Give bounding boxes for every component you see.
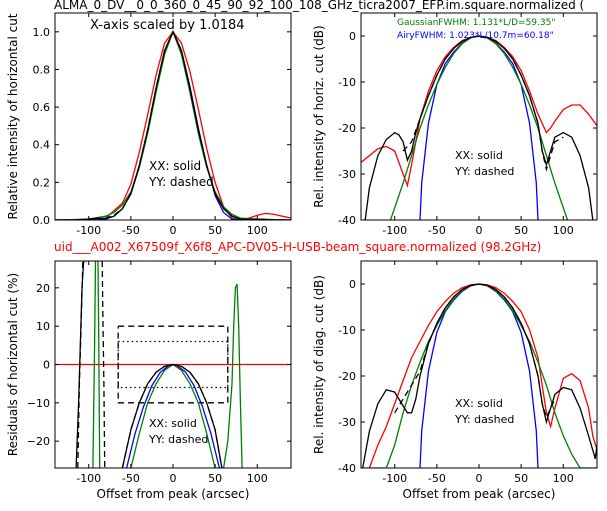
y-tick-label: -40 [338,214,356,227]
y-tick-label: 1.0 [33,26,51,39]
plot-frame [360,12,598,221]
series-line-green-solid [92,261,97,468]
series-line-black-dashed [101,261,106,468]
series-line-black-dashed [55,30,291,220]
series-line-green-solid [55,29,291,220]
figure-subtitle: uid___A002_X67509f_X6f8_APC-DV05-H-USB-b… [54,240,541,254]
y-tick-label: -30 [338,168,356,181]
legend-text: YY: dashed [454,413,514,426]
y-tick-label: 20 [36,282,50,295]
series-line-red-solid [55,30,291,220]
series-line-black-dashed [402,35,564,172]
x-tick-label: 100 [553,224,574,237]
legend-text: YY: dashed [148,433,208,446]
y-tick-label: 0 [349,278,356,291]
y-tick-label: −10 [27,397,50,410]
x-tick-label: -50 [428,224,446,237]
series-group [55,261,291,468]
series-line-red-solid [361,35,597,188]
y-tick-label: -20 [338,370,356,383]
x-tick-label: -100 [76,472,101,485]
figure-title: ALMA_0_DV__0_0_360_0_45_90_92_100_108_GH… [54,0,584,12]
y-axis-label: Rel. intensity of diag. cut (dB) [312,275,326,454]
annotation-text: AiryFWHM: 1.023*L/10.7m=60.18" [397,31,554,41]
series-line-black-solid [362,283,597,468]
x-tick-label: 50 [514,224,528,237]
y-axis-label: Relative intensity of horizontal cut [6,13,20,219]
panel-bottom-left: -100 -50 0 50 100 −20 −10 0 10 20 Residuals of hor… [6,260,292,501]
x-tick-label: -100 [382,224,407,237]
panel-top-left: -100 -50 0 50 100 0.0 0.2 0.4 0.6 0.8 1.0 Relative … [6,12,292,237]
y-tick-label: −20 [27,435,50,448]
y-tick-label: 0.0 [33,214,51,227]
x-tick-label: 0 [476,472,483,485]
annotation-text: X-axis scaled by 1.0184 [90,18,245,33]
x-tick-label: 100 [247,472,268,485]
y-tick-label: 0.8 [33,63,51,76]
series-line-green-solid [97,261,101,468]
y-axis-label: Residuals of horizontal cut (%) [6,273,20,456]
y-tick-label: -10 [338,324,356,337]
y-tick-label: 0.4 [33,139,51,152]
y-tick-label: -20 [338,122,356,135]
legend-text: XX: solid [149,159,201,173]
x-tick-label: 50 [514,472,528,485]
x-axis-label: Offset from peak (arcsec) [97,487,250,501]
legend-text: XX: solid [455,149,503,162]
x-tick-label: 0 [170,224,177,237]
y-tick-label: 0 [349,30,356,43]
series-line-green-solid [361,283,597,468]
x-tick-label: -50 [122,224,140,237]
x-tick-label: -100 [76,224,101,237]
x-tick-label: 50 [208,224,222,237]
series-group [361,35,597,220]
series-line-red-solid [368,283,597,468]
series-line-black-dashed [121,363,223,468]
series-line-black-dashed [77,261,87,468]
x-tick-label: 50 [208,472,222,485]
series-line-black-solid [55,30,291,220]
y-tick-label: 0.6 [33,101,51,114]
x-axis-label: Offset from peak (arcsec) [403,487,556,501]
series-line-blue-solid [55,30,291,220]
series-line-black-dashed [394,283,556,420]
legend-text: XX: solid [149,417,197,430]
x-tick-label: -50 [428,472,446,485]
series-group [361,283,597,468]
x-tick-label: 0 [170,472,177,485]
series-line-blue-solid [419,35,539,220]
legend-text: YY: dashed [454,165,514,178]
y-tick-label: 0 [43,359,50,372]
series-group [55,29,291,220]
y-tick-label: 10 [36,320,50,333]
y-tick-label: -10 [338,76,356,89]
legend-text: XX: solid [455,397,503,410]
annotation-text: GaussianFWHM: 1.131*L/D=59.35" [397,18,555,28]
y-tick-label: 0.2 [33,176,51,189]
x-tick-label: 100 [247,224,268,237]
x-tick-label: 0 [476,224,483,237]
series-line-green-solid [130,283,243,468]
series-line-black-dotted [117,340,229,389]
x-tick-label: -50 [122,472,140,485]
legend-text: YY: dashed [148,175,214,189]
x-tick-label: 100 [553,472,574,485]
y-axis-label: Rel. intensity of horiz. cut (dB) [312,25,326,207]
x-tick-label: -100 [382,472,407,485]
y-tick-label: -40 [338,462,356,475]
y-tick-label: -30 [338,416,356,429]
